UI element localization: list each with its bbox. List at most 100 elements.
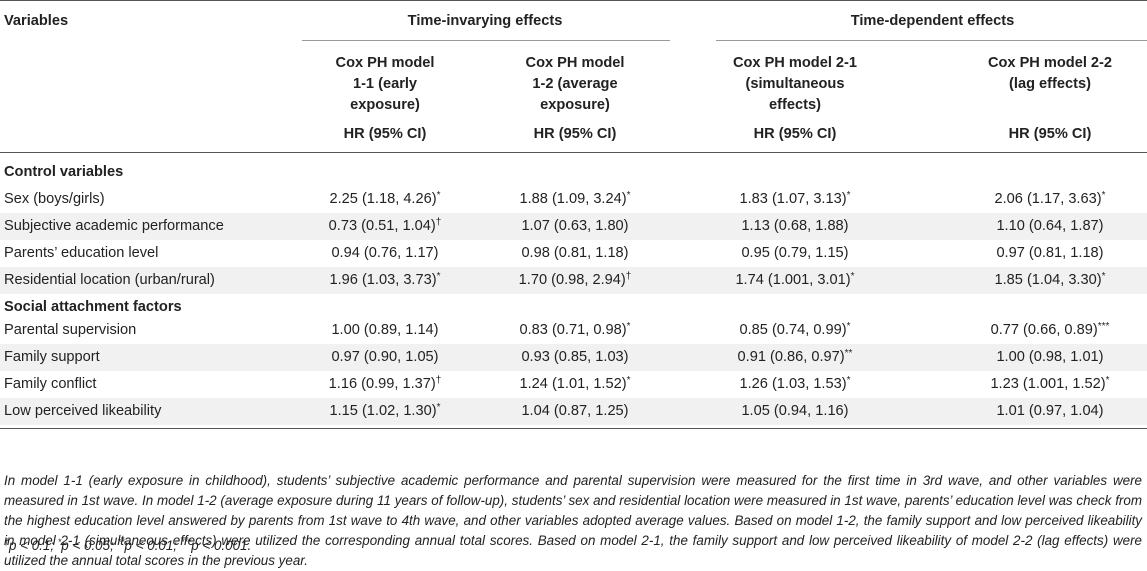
model-title-line: Cox PH model 2-1 <box>732 55 858 71</box>
value-cell: 1.07 (0.63, 1.80) <box>480 218 670 234</box>
hr-value: 0.93 (0.85, 1.03) <box>521 349 629 365</box>
model-title-line: exposure) <box>540 97 610 113</box>
hr-value: 1.00 (0.89, 1.14) <box>331 322 439 338</box>
row-label: Subjective academic performance <box>4 218 224 234</box>
value-cell: 1.15 (1.02, 1.30)* <box>290 402 480 420</box>
significance-mark: * <box>436 402 441 413</box>
group-header-time-invarying: Time-invarying effects <box>407 13 563 29</box>
significance-mark: *** <box>1097 321 1110 332</box>
value-cell: 1.85 (1.04, 3.30)* <box>955 271 1145 289</box>
value-cell: 0.91 (0.86, 0.97)** <box>700 348 890 366</box>
value-cell: 1.96 (1.03, 3.73)* <box>290 272 480 289</box>
group-underline-invarying <box>302 40 670 41</box>
value-cell: 0.94 (0.76, 1.17) <box>290 245 480 261</box>
model-title-line: Cox PH model 2-2 <box>987 55 1113 71</box>
model-header-2-2: Cox PH model 2-2 (lag effects) HR (95% C… <box>955 53 1145 145</box>
value-cell: 1.70 (0.98, 2.94)† <box>480 271 670 289</box>
variables-header: Variables <box>4 13 69 29</box>
table-row: Sex (boys/girls) 2.25 (1.18, 4.26)* 1.88… <box>0 186 1147 213</box>
value-cell: 1.10 (0.64, 1.87) <box>955 218 1145 234</box>
section-title-social-attachment: Social attachment factors <box>4 299 182 315</box>
row-label: Parents’ education level <box>4 245 159 261</box>
value-cell: 0.85 (0.74, 0.99)* <box>700 321 890 339</box>
footnote-symbol: *** <box>180 537 192 547</box>
hr-value: 1.07 (0.63, 1.80) <box>521 218 629 234</box>
hr-value: 1.88 (1.09, 3.24) <box>519 191 627 207</box>
hr-value: 1.23 (1.001, 1.52) <box>990 376 1106 392</box>
table-row: Subjective academic performance 0.73 (0.… <box>0 213 1147 240</box>
value-cell: 1.04 (0.87, 1.25) <box>480 403 670 419</box>
model-title-line: Cox PH model <box>525 55 625 71</box>
header-rule <box>0 152 1147 153</box>
value-cell: 1.23 (1.001, 1.52)* <box>955 375 1145 393</box>
hr-value: 2.06 (1.17, 3.63) <box>994 191 1102 207</box>
significance-mark: ** <box>844 348 853 359</box>
model-title-line: exposure) <box>350 97 420 113</box>
hr-value: 1.70 (0.98, 2.94) <box>518 272 626 288</box>
hr-value: 1.24 (1.01, 1.52) <box>519 376 627 392</box>
table-row: Parental supervision 1.00 (0.89, 1.14) 0… <box>0 317 1147 344</box>
hr-value: 0.97 (0.81, 1.18) <box>996 245 1104 261</box>
value-cell: 1.83 (1.07, 3.13)* <box>700 190 890 208</box>
model-title-line: 1-1 (early <box>352 76 418 92</box>
footnote-symbol: † <box>4 537 10 547</box>
hr-value: 1.96 (1.03, 3.73) <box>329 272 437 288</box>
significance-footnote: †p < 0.1; *p < 0.05; **p < 0.01; ***p < … <box>4 537 251 554</box>
row-label: Sex (boys/girls) <box>4 191 105 207</box>
significance-mark: * <box>436 190 441 201</box>
hr-value: 0.77 (0.66, 0.89) <box>990 322 1098 338</box>
hr-value: 0.95 (0.79, 1.15) <box>741 245 849 261</box>
significance-mark: † <box>625 271 632 282</box>
value-cell: 0.97 (0.90, 1.05) <box>290 349 480 365</box>
hr-ci-label: HR (95% CI) <box>753 126 837 142</box>
hr-value: 1.04 (0.87, 1.25) <box>521 403 629 419</box>
value-cell: 1.24 (1.01, 1.52)* <box>480 375 670 393</box>
hr-value: 0.97 (0.90, 1.05) <box>331 349 439 365</box>
value-cell: 1.00 (0.98, 1.01) <box>955 349 1145 365</box>
table-row: Low perceived likeability 1.15 (1.02, 1.… <box>0 398 1147 425</box>
significance-mark: * <box>1101 271 1106 282</box>
significance-mark: * <box>1105 375 1110 386</box>
value-cell: 0.83 (0.71, 0.98)* <box>480 321 670 339</box>
significance-mark: * <box>626 321 631 332</box>
value-cell: 2.06 (1.17, 3.63)* <box>955 191 1145 208</box>
hr-value: 1.10 (0.64, 1.87) <box>996 218 1104 234</box>
hr-value: 1.74 (1.001, 3.01) <box>735 272 851 288</box>
value-cell: 1.13 (0.68, 1.88) <box>700 218 890 234</box>
significance-mark: * <box>626 375 631 386</box>
significance-mark: * <box>846 321 851 332</box>
model-title-line: 1-2 (average <box>532 76 618 92</box>
table-row: Residential location (urban/rural) 1.96 … <box>0 267 1147 294</box>
model-header-2-1: Cox PH model 2-1 (simultaneous effects) … <box>700 53 890 145</box>
hr-value: 2.25 (1.18, 4.26) <box>329 191 437 207</box>
hr-value: 1.01 (0.97, 1.04) <box>996 403 1104 419</box>
significance-mark: * <box>846 190 851 201</box>
hr-value: 0.98 (0.81, 1.18) <box>521 245 629 261</box>
row-label: Family conflict <box>4 376 97 392</box>
model-header-1-1: Cox PH model 1-1 (early exposure) HR (95… <box>290 53 480 145</box>
hr-value: 0.91 (0.86, 0.97) <box>737 349 845 365</box>
footnote-text: p < 0.05; <box>61 538 118 553</box>
table-row: Parents’ education level 0.94 (0.76, 1.1… <box>0 240 1147 267</box>
significance-mark: * <box>626 190 631 201</box>
row-label: Family support <box>4 349 100 365</box>
hr-ci-label: HR (95% CI) <box>1008 126 1092 142</box>
hr-value: 1.15 (1.02, 1.30) <box>329 403 437 419</box>
value-cell: 0.77 (0.66, 0.89)*** <box>955 321 1145 339</box>
hr-value: 1.83 (1.07, 3.13) <box>739 191 847 207</box>
significance-mark: † <box>435 375 442 386</box>
value-cell: 1.26 (1.03, 1.53)* <box>700 376 890 393</box>
row-label: Residential location (urban/rural) <box>4 272 215 288</box>
model-header-1-2: Cox PH model 1-2 (average exposure) HR (… <box>480 53 670 145</box>
hr-value: 1.05 (0.94, 1.16) <box>741 403 849 419</box>
hr-ci-label: HR (95% CI) <box>533 126 617 142</box>
value-cell: 2.25 (1.18, 4.26)* <box>290 190 480 208</box>
value-cell: 1.00 (0.89, 1.14) <box>290 322 480 338</box>
hr-value: 0.83 (0.71, 0.98) <box>519 322 627 338</box>
significance-mark: * <box>850 271 855 282</box>
row-label: Parental supervision <box>4 322 137 338</box>
model-title-line: (lag effects) <box>1009 76 1091 92</box>
section-title-control: Control variables <box>4 164 124 180</box>
hr-ci-label: HR (95% CI) <box>343 126 427 142</box>
bottom-rule <box>0 428 1147 429</box>
